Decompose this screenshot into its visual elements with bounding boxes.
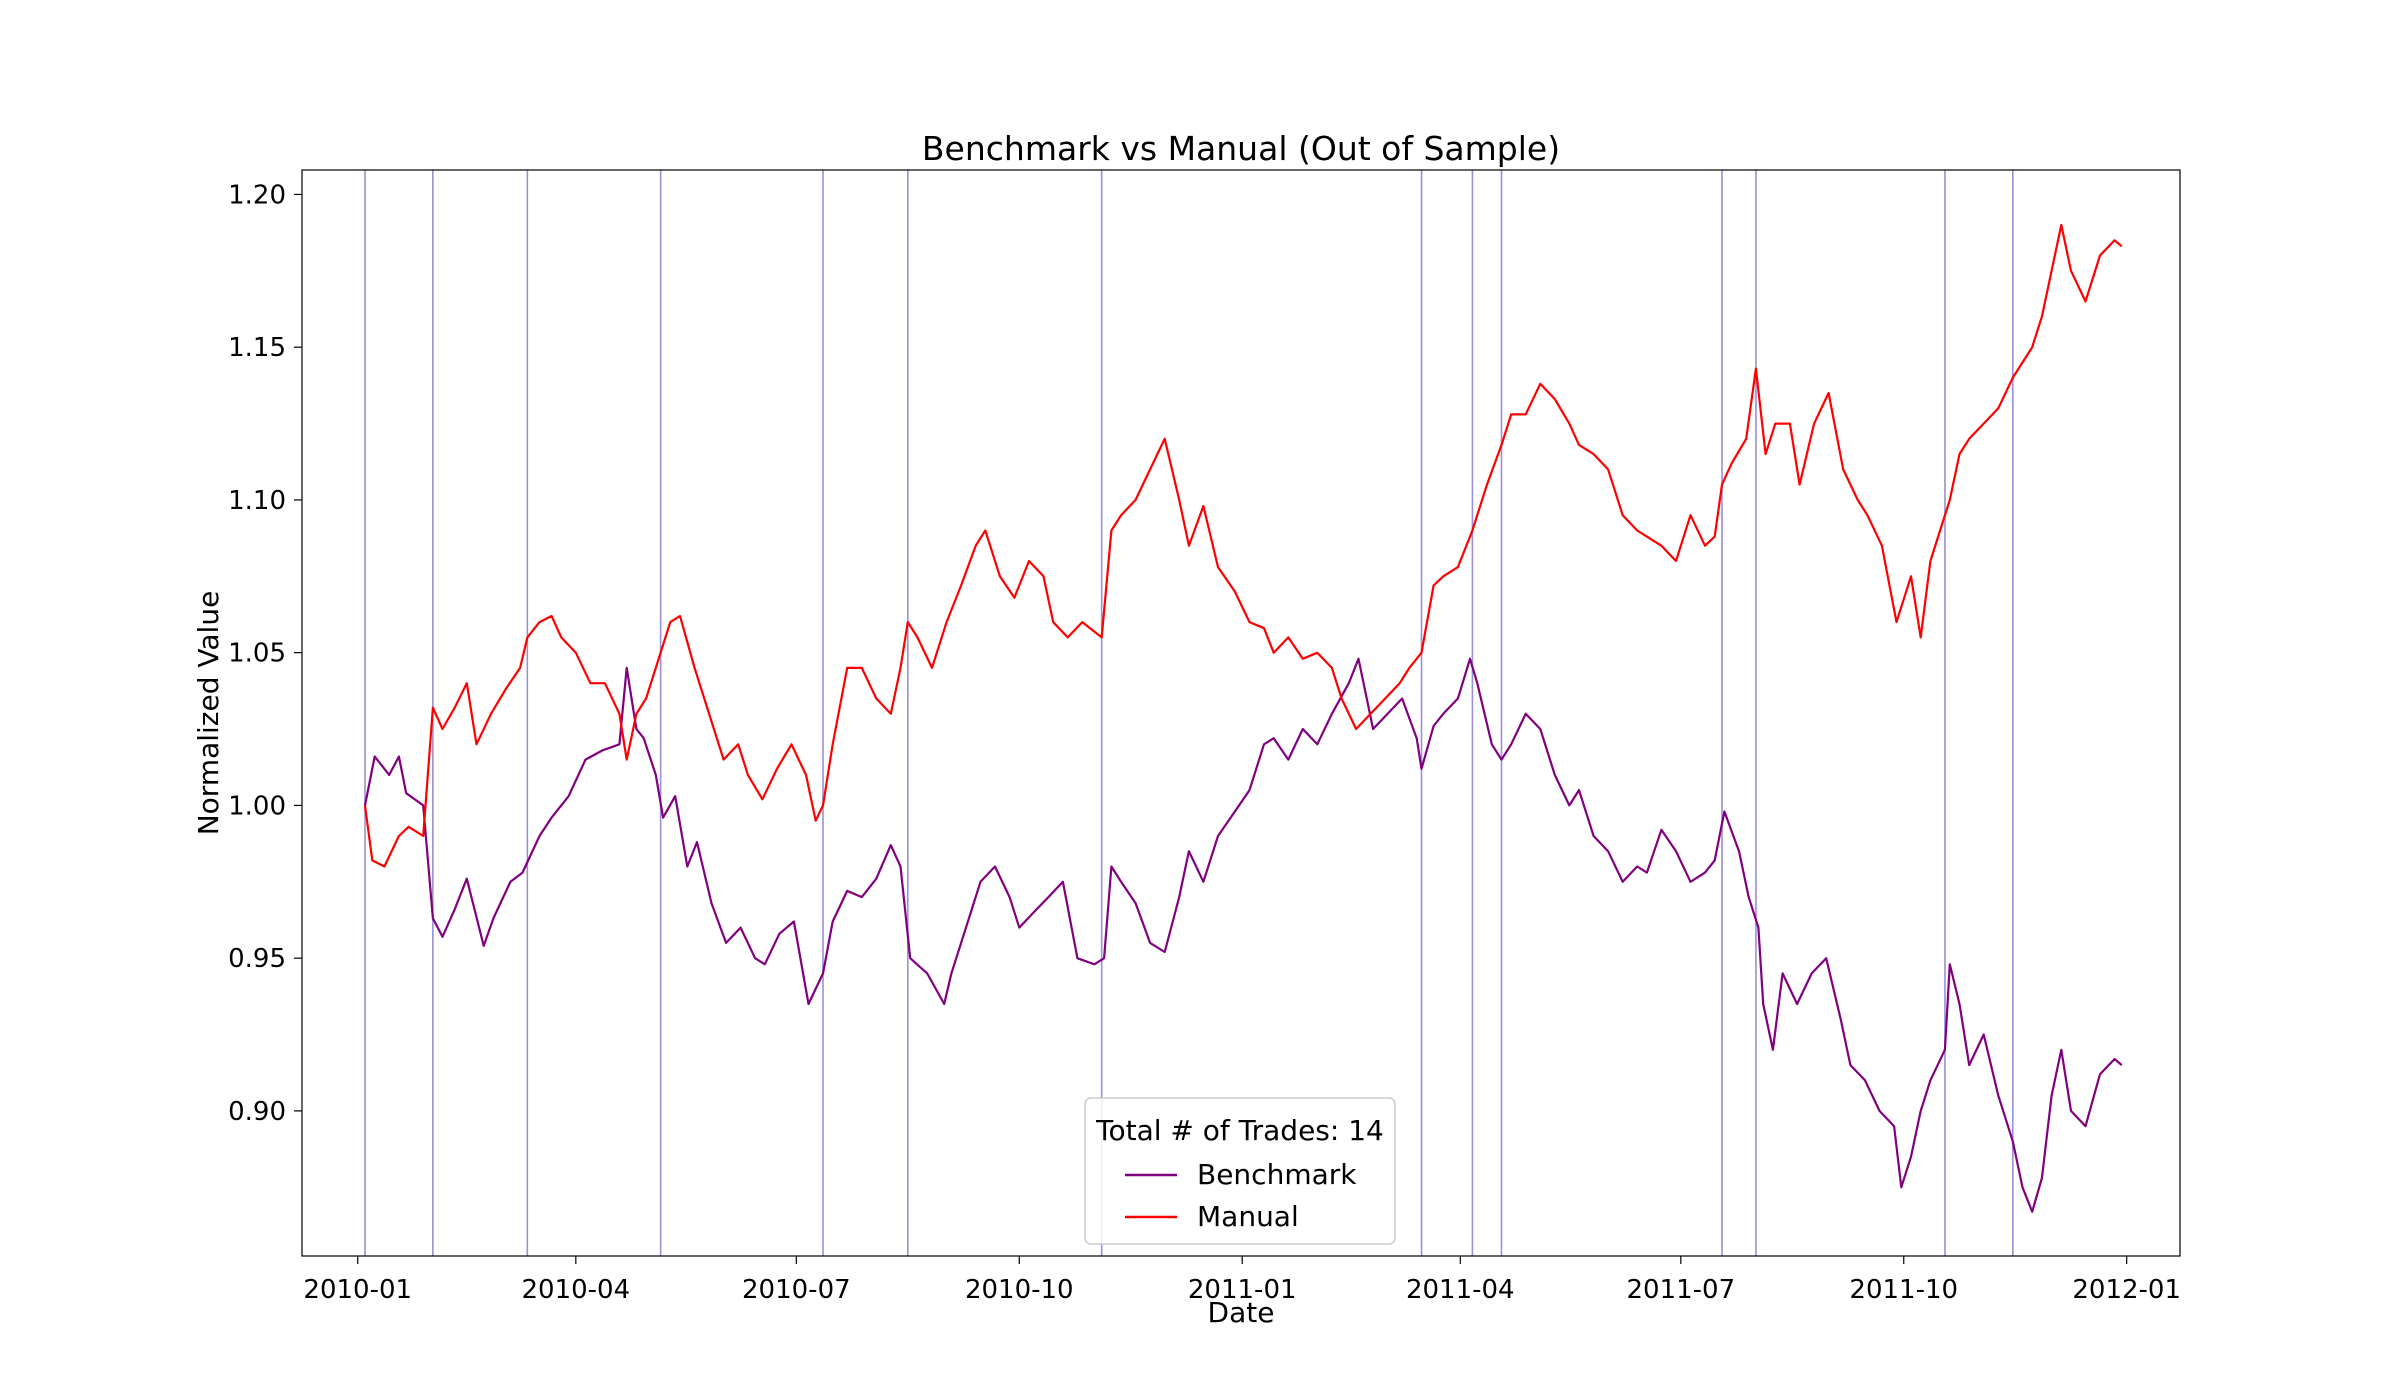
series-line-manual xyxy=(363,223,2123,868)
x-tick-label-3: 2010-07 xyxy=(742,1275,851,1305)
legend-box xyxy=(1084,1097,1396,1245)
chart-title: Benchmark vs Manual (Out of Sample) xyxy=(922,129,1560,168)
y-tick-label-7: 1.20 xyxy=(228,180,286,210)
x-tick-label-9: 2012-01 xyxy=(2072,1275,2181,1305)
x-tick-label-6: 2011-04 xyxy=(1406,1275,1515,1305)
x-tick-label-5: 2011-01 xyxy=(1188,1275,1297,1305)
x-axis: 2010-01 2010-04 2010-07 2010-10 2011-01 2011-… xyxy=(303,1256,2181,1305)
plot-area-frame xyxy=(301,169,2181,1257)
x-tick-label-2: 2010-04 xyxy=(522,1275,631,1305)
y-tick-label-2: 0.95 xyxy=(228,944,286,974)
y-tick-label-5: 1.10 xyxy=(228,486,286,516)
y-tick-label-3: 1.00 xyxy=(228,791,286,821)
x-tick-label-1: 2010-01 xyxy=(303,1275,412,1305)
series-group xyxy=(363,223,2123,1213)
x-tick-label-8: 2011-10 xyxy=(1849,1275,1958,1305)
y-tick-label-4: 1.05 xyxy=(228,639,286,669)
y-tick-label-1: 0.90 xyxy=(228,1097,286,1127)
x-tick-label-4: 2010-10 xyxy=(965,1275,1074,1305)
x-tick-label-7: 2011-07 xyxy=(1626,1275,1735,1305)
legend: Total # of Trades: 14 Benchmark Manual xyxy=(1084,1097,1396,1245)
legend-label-manual: Manual xyxy=(1197,1200,1299,1233)
legend-entries: Benchmark Manual xyxy=(1125,1158,1357,1233)
y-axis: 0.90 0.95 1.00 1.05 1.10 1.15 1.20 xyxy=(228,180,302,1127)
trade-lines-group xyxy=(364,170,2014,1256)
y-tick-label-6: 1.15 xyxy=(228,333,286,363)
legend-label-benchmark: Benchmark xyxy=(1197,1158,1357,1191)
x-axis-label: Date xyxy=(1208,1296,1275,1329)
y-axis-label: Normalized Value xyxy=(192,591,225,836)
series-line-benchmark xyxy=(363,657,2123,1213)
legend-title: Total # of Trades: 14 xyxy=(1095,1114,1384,1147)
